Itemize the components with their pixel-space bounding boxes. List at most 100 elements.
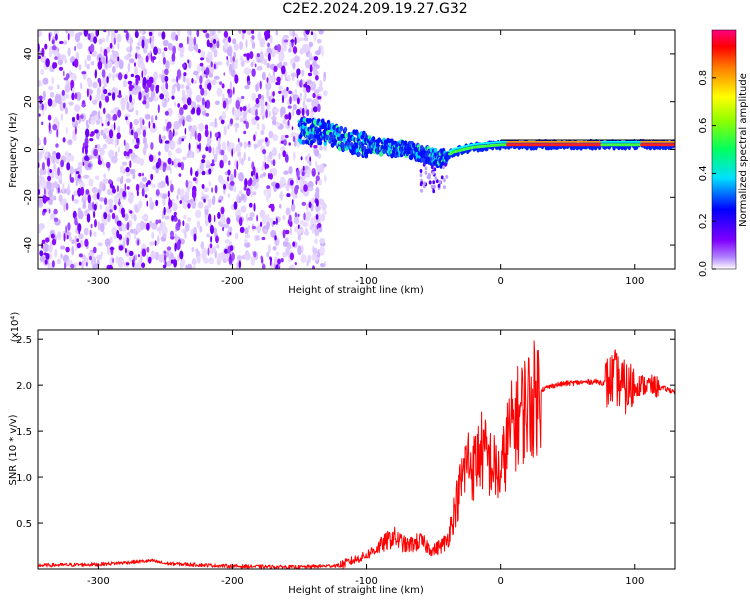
heatmap-cell xyxy=(262,161,265,168)
heatmap-cell xyxy=(102,76,107,84)
heatmap-cell xyxy=(444,162,447,167)
heatmap-cell xyxy=(77,210,84,220)
heatmap-cell xyxy=(132,138,136,145)
heatmap-cell xyxy=(208,257,215,265)
heatmap-cell xyxy=(310,31,314,36)
heatmap-cell xyxy=(264,31,269,41)
heatmap-cell xyxy=(290,203,296,212)
heatmap-cell xyxy=(256,122,260,130)
heatmap-cell xyxy=(128,37,134,45)
heatmap-cell xyxy=(159,93,165,100)
heatmap-cell xyxy=(319,80,323,88)
heatmap-cell xyxy=(67,47,71,57)
heatmap-cell xyxy=(215,235,219,244)
heatmap-cell xyxy=(179,259,183,269)
heatmap-cell xyxy=(65,202,69,211)
heatmap-cell xyxy=(289,96,292,105)
heatmap-cell xyxy=(300,79,303,88)
heatmap-cell xyxy=(199,75,203,84)
heatmap-cell xyxy=(319,245,325,256)
heatmap-cell xyxy=(162,125,166,132)
heatmap-cell xyxy=(133,214,137,222)
heatmap-cell xyxy=(86,88,89,98)
heatmap-cell xyxy=(317,127,322,133)
heatmap-cell xyxy=(243,120,247,124)
heatmap-cell xyxy=(281,65,286,75)
heatmap-cell xyxy=(64,151,69,157)
heatmap-cell xyxy=(282,61,288,67)
heatmap-cell xyxy=(148,154,154,162)
heatmap-cell xyxy=(260,221,263,227)
heatmap-cell xyxy=(129,250,134,257)
heatmap-cell xyxy=(240,193,246,200)
heatmap-cell xyxy=(314,227,320,237)
heatmap-cell xyxy=(243,152,246,161)
heatmap-cell xyxy=(262,172,267,177)
heatmap-cell xyxy=(82,146,85,154)
heatmap-cell xyxy=(126,222,130,231)
heatmap-cell xyxy=(75,126,77,135)
heatmap-cell xyxy=(71,116,76,122)
heatmap-cell xyxy=(294,37,297,45)
heatmap-cell xyxy=(205,74,208,79)
heatmap-cell xyxy=(294,212,298,218)
heatmap-cell xyxy=(135,183,140,192)
heatmap-cell xyxy=(278,90,282,94)
heatmap-cell xyxy=(155,189,160,196)
heatmap-cell xyxy=(77,174,81,179)
heatmap-cell xyxy=(150,52,153,62)
heatmap-cell xyxy=(201,159,206,164)
heatmap-cell xyxy=(115,61,119,68)
heatmap-cell xyxy=(111,212,116,220)
heatmap-cell xyxy=(175,147,182,154)
heatmap-cell xyxy=(292,151,296,161)
heatmap-cell xyxy=(267,42,270,48)
heatmap-cell xyxy=(289,252,295,261)
heatmap-cell xyxy=(234,123,238,133)
heatmap-cell xyxy=(90,116,96,121)
heatmap-cell xyxy=(141,222,148,229)
heatmap-cell xyxy=(40,68,45,76)
heatmap-cell xyxy=(180,161,185,171)
heatmap-cell xyxy=(162,165,166,173)
heatmap-cell xyxy=(108,72,112,79)
heatmap-cell xyxy=(268,151,273,160)
heatmap-cell xyxy=(286,193,291,198)
heatmap-cell xyxy=(106,189,111,194)
heatmap-cell xyxy=(301,107,305,117)
heatmap-cell xyxy=(279,176,286,185)
heatmap-cell xyxy=(323,174,327,183)
heatmap-cell xyxy=(301,139,306,145)
heatmap-cell xyxy=(443,185,446,190)
heatmap-cell xyxy=(239,55,244,62)
heatmap-cell xyxy=(121,101,126,111)
heatmap-cell xyxy=(250,106,257,116)
heatmap-cell xyxy=(67,234,69,240)
heatmap-cell xyxy=(83,200,86,209)
heatmap-cell xyxy=(190,127,196,133)
heatmap-cell xyxy=(210,224,214,235)
heatmap-cell xyxy=(249,202,253,208)
heatmap-cell xyxy=(87,194,92,204)
heatmap-cell xyxy=(228,36,231,43)
heatmap-cell xyxy=(247,190,251,195)
heatmap-cell xyxy=(76,91,82,101)
heatmap-cell xyxy=(202,30,208,34)
heatmap-cell xyxy=(134,261,137,269)
heatmap-cell xyxy=(104,197,108,205)
heatmap-cell xyxy=(141,215,148,220)
heatmap-cell xyxy=(275,216,281,223)
heatmap-cell xyxy=(261,165,264,171)
heatmap-cell xyxy=(121,223,127,232)
heatmap-cell xyxy=(266,185,271,189)
heatmap-cell xyxy=(257,93,262,99)
heatmap-cell xyxy=(208,168,212,175)
heatmap-cell xyxy=(171,53,176,62)
heatmap-cell xyxy=(164,110,169,116)
heatmap-cell xyxy=(303,212,306,221)
heatmap-cell xyxy=(315,75,319,81)
heatmap-cell xyxy=(168,131,173,141)
heatmap-cell xyxy=(220,119,225,125)
heatmap-cell xyxy=(277,44,281,52)
heatmap-cell xyxy=(290,39,295,43)
